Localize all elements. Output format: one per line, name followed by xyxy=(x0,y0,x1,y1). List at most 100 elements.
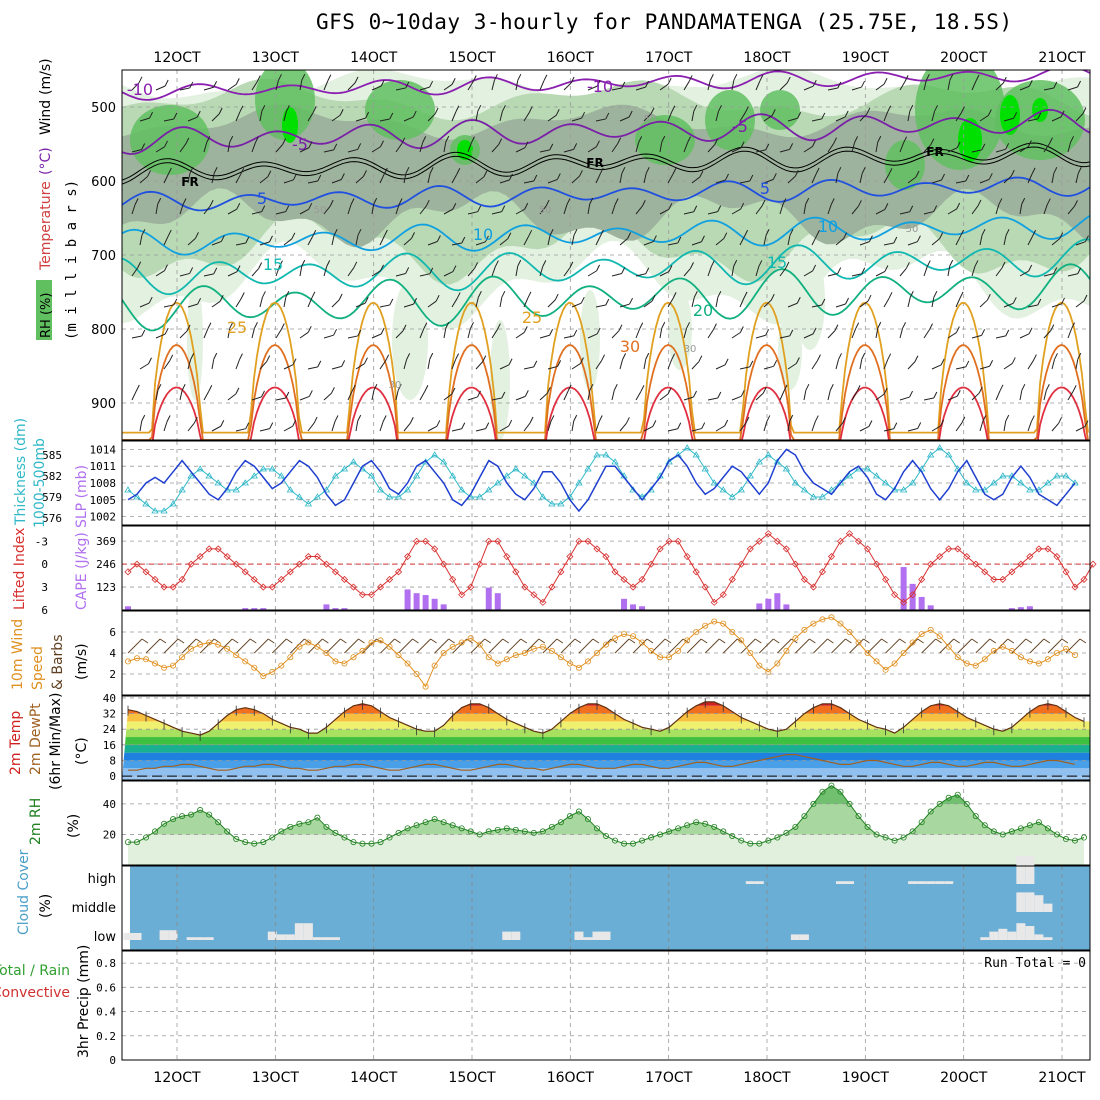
rh2m-line-point xyxy=(774,834,781,841)
wind-barb xyxy=(683,142,689,153)
wind-barb xyxy=(643,113,652,122)
wind-barb-flag xyxy=(739,326,744,333)
wind-barb-flag xyxy=(357,414,362,422)
wind-barb-flag xyxy=(712,323,717,330)
wind-barb xyxy=(251,328,255,339)
wind-barb-flag xyxy=(353,261,358,269)
wind-speed-line-point xyxy=(639,639,646,646)
cape-bar xyxy=(1008,608,1015,610)
wind-barb xyxy=(875,83,885,91)
ylabel-part: 2m Temp xyxy=(8,711,24,775)
wind-barb-flag xyxy=(485,235,489,243)
wind-barb-flag xyxy=(789,414,794,422)
rh2m-line-point xyxy=(990,828,997,835)
cloud-bar-low xyxy=(1034,934,1044,940)
thickness-line-point xyxy=(394,493,403,500)
wind-barb-flag xyxy=(485,422,490,429)
lifted-line-point xyxy=(304,552,312,561)
wind-barb xyxy=(1043,204,1048,215)
wind-barb-flag xyxy=(580,296,585,304)
wind-barb-flag xyxy=(645,80,650,88)
lifted-line-point xyxy=(322,560,330,568)
rh2m-line-point xyxy=(296,820,303,827)
thickness-line-point xyxy=(430,451,439,458)
wind-barb xyxy=(1027,421,1032,432)
wind-barb xyxy=(475,241,486,246)
precip-tick-label: 0.6 xyxy=(96,981,116,994)
panel-ylabel: (m/s) xyxy=(74,643,90,680)
wind-speed-line-point xyxy=(603,641,610,648)
rh-bright-area xyxy=(1000,95,1020,135)
wind-barb xyxy=(667,242,678,246)
wind-barb-flag xyxy=(261,291,266,298)
rh2m-line-point xyxy=(224,828,231,835)
wind-barb-flag xyxy=(357,228,362,236)
wind-barb-flag xyxy=(452,265,457,272)
wind-barb xyxy=(739,235,746,246)
wind-barb-flag xyxy=(1083,294,1088,302)
lifted-line-point xyxy=(836,537,845,545)
temp-band xyxy=(122,705,1090,714)
wind-barb xyxy=(875,142,879,153)
wind-barb-flag xyxy=(147,170,151,177)
wind-barb xyxy=(163,118,174,122)
wind-barb-flag xyxy=(724,358,729,366)
temp-band xyxy=(122,729,1090,738)
lifted-tick-label: 3 xyxy=(41,581,48,594)
wind-barb-flag xyxy=(688,75,693,82)
wind-barb xyxy=(851,86,862,91)
wind-barb-flag xyxy=(933,391,938,399)
wind-barb-flag xyxy=(1070,136,1074,143)
contour-label: 10 xyxy=(818,217,838,236)
wind-speed-line xyxy=(127,616,1076,688)
wind-barb xyxy=(139,302,150,308)
wind-barb-flag xyxy=(411,232,415,239)
rh2m-line-point xyxy=(720,828,727,835)
wind-barb-flag xyxy=(164,140,169,148)
cloud-bar-low xyxy=(267,931,277,940)
wind-barb xyxy=(355,175,364,184)
wind-speed-line-point xyxy=(278,662,285,669)
surface-wind-barb-flag xyxy=(322,638,329,644)
surface-wind-barb xyxy=(524,638,540,654)
lifted-line-point xyxy=(268,583,276,591)
top-x-tick-label: 13OCT xyxy=(252,50,300,66)
wind-barb xyxy=(619,173,623,184)
wind-barb xyxy=(1043,87,1054,91)
rh2m-line-point xyxy=(909,828,916,835)
surface-wind-barb xyxy=(127,638,143,654)
panel-ylabel: SLP (mb) xyxy=(74,465,90,528)
cape-bar xyxy=(918,596,925,610)
wind-barb-flag xyxy=(312,106,317,113)
wind-barb xyxy=(923,80,927,91)
wind-barb xyxy=(803,85,814,91)
rh2m-panel-frame xyxy=(121,780,1091,866)
contour-10 xyxy=(122,214,1090,256)
wind-barb xyxy=(323,266,328,277)
contour-label: FR xyxy=(181,175,198,189)
lifted-line-point xyxy=(367,591,376,599)
wind-barb xyxy=(307,112,314,122)
wind-barb xyxy=(395,87,406,91)
wind-barb xyxy=(491,80,495,91)
wind-barb xyxy=(611,390,615,401)
wind-barb-flag xyxy=(814,415,819,422)
wind-barb-flag xyxy=(483,170,488,178)
wind-barb xyxy=(523,112,530,122)
wind-barb-flag xyxy=(812,79,817,87)
wind-barb xyxy=(347,390,353,401)
wind-speed-line-point xyxy=(260,673,267,680)
wind-barb xyxy=(1067,273,1078,277)
wind-barb-flag xyxy=(601,354,605,361)
contour-label: FR xyxy=(586,156,603,170)
lifted-line-point xyxy=(755,537,763,545)
lifted-line-point xyxy=(494,537,502,545)
bottom-x-tick-label: 18OCT xyxy=(743,1070,791,1086)
wind-speed-line-point xyxy=(963,660,970,667)
wind-speed-line-point xyxy=(810,620,817,627)
wind-barb-flag xyxy=(523,326,528,333)
thickness-line-point xyxy=(476,493,484,500)
wind-barb-flag xyxy=(333,143,338,151)
rh2m-line-point xyxy=(305,819,312,826)
